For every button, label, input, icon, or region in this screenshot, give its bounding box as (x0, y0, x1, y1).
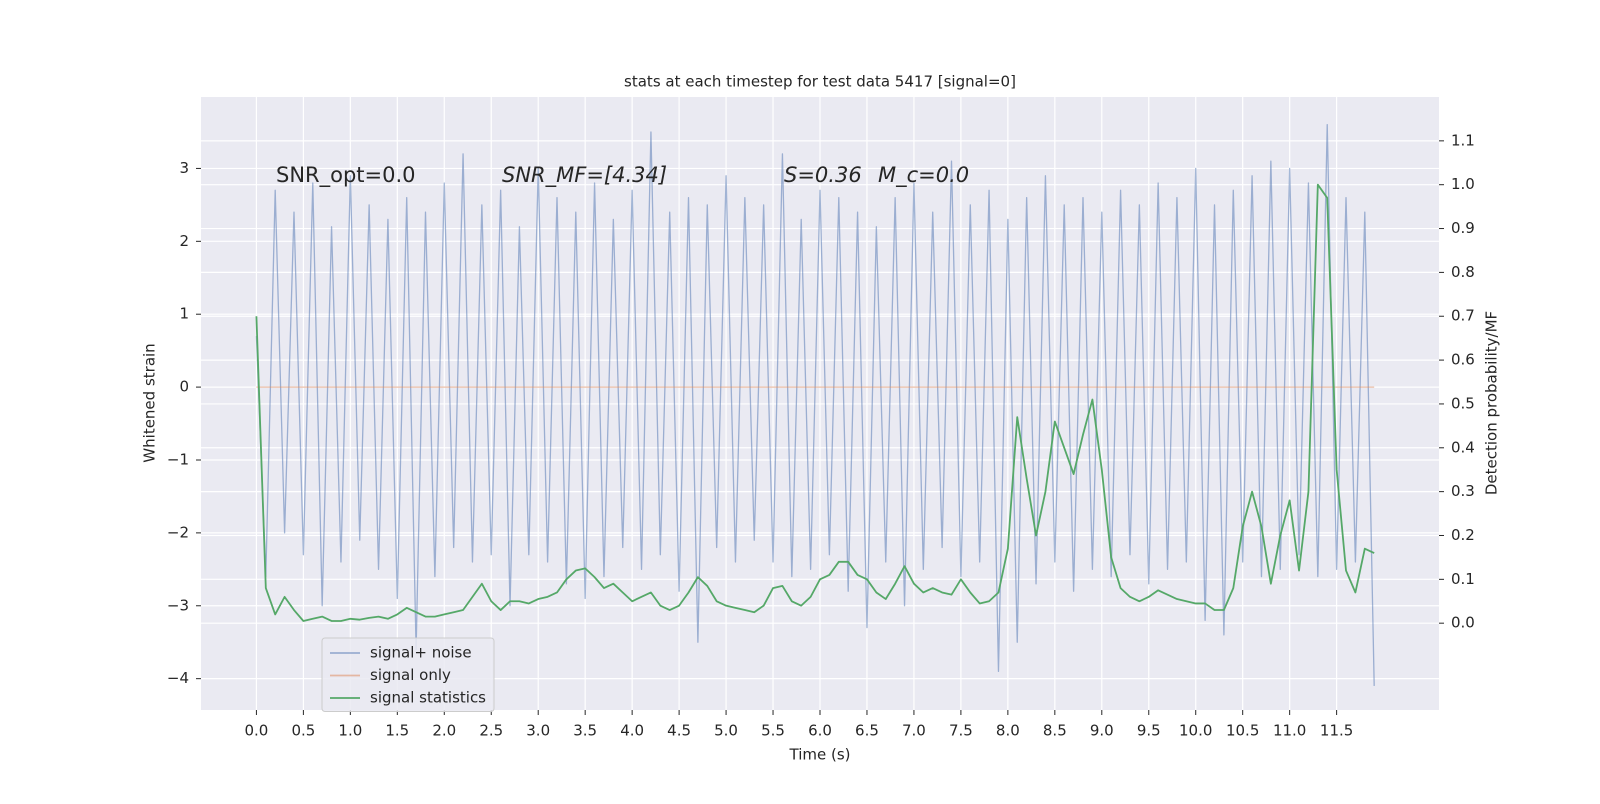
x-tick-label: 10.5 (1226, 722, 1259, 740)
annotation: S=0.36 (784, 163, 862, 187)
y2-tick-label: 0.6 (1451, 351, 1475, 369)
y-axis-label: Whitened strain (141, 343, 159, 462)
y2-tick-label: 0.1 (1451, 570, 1475, 588)
legend-box (321, 637, 495, 712)
y-tick-label: −2 (167, 523, 189, 541)
series-line (255, 183, 1375, 622)
y2-tick-label: 0.0 (1451, 614, 1475, 632)
x-tick-label: 8.0 (996, 722, 1020, 740)
y2-tick-label: 0.5 (1451, 394, 1475, 412)
y-tick-label: −3 (167, 596, 189, 614)
y2-tick-label: 0.4 (1451, 438, 1475, 456)
legend: signal+ noise signal only signal statistic… (321, 637, 495, 712)
y2-tick-label: 0.3 (1451, 482, 1475, 500)
x-axis-label: Time (s) (789, 746, 851, 764)
x-tick-label: 4.5 (667, 722, 691, 740)
x-tick-label: 11.5 (1320, 722, 1353, 740)
y2-tick-label: 1.1 (1451, 131, 1475, 149)
x-tick-label: 11.0 (1273, 722, 1306, 740)
x-tick-label: 4.0 (620, 722, 644, 740)
x-tick-label: 2.0 (432, 722, 456, 740)
y-tick-label: 0 (179, 378, 189, 396)
x-tick-label: 1.5 (385, 722, 409, 740)
y-tick-label: −1 (167, 450, 189, 468)
x-tick-label: 6.0 (808, 722, 832, 740)
x-tick-label: 9.5 (1137, 722, 1161, 740)
legend-label: signal only (370, 666, 451, 684)
marks (255, 124, 1375, 686)
x-tick-label: 3.5 (573, 722, 597, 740)
annotation: SNR_opt=0.0 (276, 163, 416, 188)
x-tick-label: 8.5 (1043, 722, 1067, 740)
y2-tick-label: 0.2 (1451, 526, 1475, 544)
x-tick-label: 5.5 (761, 722, 785, 740)
x-tick-label: 10.0 (1179, 722, 1212, 740)
x-tick-label: 2.5 (479, 722, 503, 740)
x-tick-label: 9.0 (1090, 722, 1114, 740)
axes: 0.0 0.5 1.0 1.5 2.0 2.5 3.0 3.5 4.0 4.5 5.0 5.5 6.0 6… (167, 131, 1475, 739)
y-tick-label: 1 (179, 305, 189, 323)
y-tick-label: −4 (167, 669, 189, 687)
x-tick-label: 0.0 (244, 722, 268, 740)
y2-tick-label: 1.0 (1451, 175, 1475, 193)
series-line (255, 124, 1375, 686)
x-tick-label: 6.5 (855, 722, 879, 740)
x-tick-label: 3.0 (526, 722, 550, 740)
legend-label: signal statistics (370, 689, 486, 707)
x-tick-label: 5.0 (714, 722, 738, 740)
x-tick-label: 0.5 (291, 722, 315, 740)
chart-title: stats at each timestep for test data 541… (624, 73, 1016, 91)
y2-tick-label: 0.8 (1451, 263, 1475, 281)
y2-tick-label: 0.7 (1451, 307, 1475, 325)
y2-tick-label: 0.9 (1451, 219, 1475, 237)
x-tick-label: 7.0 (902, 722, 926, 740)
x-tick-label: 1.0 (338, 722, 362, 740)
annotation: M_c=0.0 (878, 163, 969, 188)
y-tick-label: 2 (179, 232, 189, 250)
y2-axis-label: Detection probability/MF (1483, 311, 1501, 495)
legend-label: signal+ noise (370, 644, 472, 662)
x-tick-label: 7.5 (949, 722, 973, 740)
annotation: SNR_MF=[4.34] (502, 163, 667, 188)
y-tick-label: 3 (179, 159, 189, 177)
